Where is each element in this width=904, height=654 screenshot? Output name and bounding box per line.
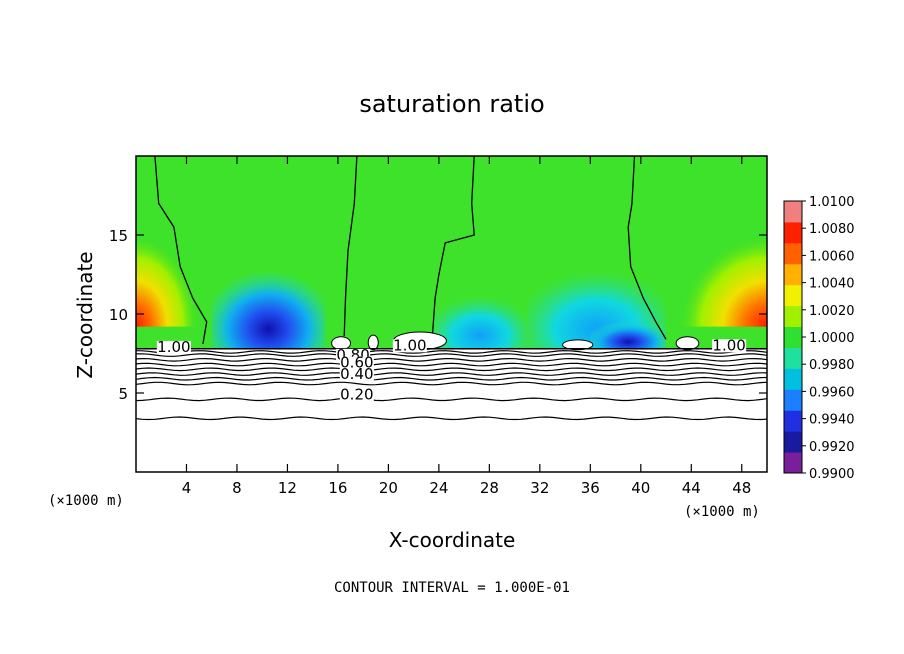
contour-line [136, 376, 767, 381]
contour-label-bg [392, 339, 427, 353]
y-axis-label: Z-coordinate [73, 251, 97, 378]
x-tick-label: 36 [581, 479, 600, 497]
colorbar-label: 0.9960 [809, 385, 855, 400]
colorbar-label: 0.9900 [809, 467, 855, 482]
contour-label: 0.40 [340, 365, 373, 383]
x-axis: 4 8 12 16 20 24 28 32 36 40 44 48 [182, 156, 751, 497]
plot-area [136, 156, 767, 472]
colorbar-segment [784, 305, 802, 328]
x-tick-label: 40 [631, 479, 650, 497]
field-saturated-patch [562, 339, 594, 351]
contour-labels: 1.00 1.00 1.000.800.600.400.20 [156, 336, 747, 403]
field-saturated-patch [367, 334, 379, 351]
x-unit-label: (×1000 m) [48, 493, 124, 509]
x-tick-label: 24 [429, 479, 448, 497]
colorbar-label: 1.0020 [809, 304, 855, 319]
saturation-field [136, 156, 767, 472]
colorbar-label: 1.0040 [809, 277, 855, 292]
contour-label-bg [339, 367, 374, 381]
x-axis-label: X-coordinate [389, 528, 516, 552]
x-tick-label: 16 [328, 479, 347, 497]
contour-line [136, 357, 767, 362]
contour-line [136, 416, 767, 421]
colorbar-segment [784, 284, 802, 307]
y-axis: 5 10 15 [109, 227, 767, 403]
field-warm-right [678, 235, 767, 327]
field-cool-plume-2 [432, 282, 528, 349]
colorbar-label: 1.0000 [809, 331, 855, 346]
x-tick-label: 44 [682, 479, 701, 497]
contour-label-bg [156, 340, 191, 354]
contour-line [627, 156, 667, 340]
colorbar-segment [784, 347, 802, 369]
colorbar-label: 0.9980 [809, 358, 855, 373]
colorbar-label: 0.9920 [809, 440, 855, 455]
colorbar-label: 1.0060 [809, 249, 855, 264]
contour-label-bg [339, 356, 374, 370]
field-subsaturated-region [136, 348, 767, 472]
contour-line [136, 350, 767, 354]
contour-label: 0.60 [340, 354, 373, 372]
colorbar-segment [784, 242, 802, 265]
colorbar-label: 1.0100 [809, 195, 855, 210]
chart-title: saturation ratio [359, 90, 544, 118]
contour-line [343, 156, 358, 337]
colorbar-segment [784, 221, 802, 244]
contour-label: 1.00 [393, 336, 426, 354]
colorbar-segment [784, 410, 802, 432]
x-tick-label: 12 [278, 479, 297, 497]
colorbar-segment [784, 389, 802, 411]
field-saturated-patch [675, 336, 700, 351]
x-tick-label: 20 [379, 479, 398, 497]
contour-line [136, 367, 767, 372]
x-tick-label: 4 [182, 479, 192, 497]
colorbar-segment [784, 368, 802, 390]
contour-line [136, 353, 767, 357]
contour-line [136, 372, 767, 376]
contour-line [431, 156, 475, 334]
contour-label: 1.00 [712, 336, 745, 354]
colorbar-segment [784, 326, 802, 348]
contour-line [136, 397, 767, 402]
x-tick-label: 48 [732, 479, 751, 497]
x-tick-label: 28 [480, 479, 499, 497]
colorbar-label: 0.9940 [809, 413, 855, 428]
colorbar-segment [784, 263, 802, 286]
contour-label: 1.00 [157, 338, 190, 356]
field-warm-left [136, 235, 200, 327]
colorbar-segment [784, 431, 802, 453]
contour-lines [136, 156, 767, 421]
contour-line [136, 362, 767, 367]
colorbar-segment [784, 452, 802, 474]
x-tick-label: 32 [530, 479, 549, 497]
contour-interval-text: CONTOUR INTERVAL = 1.000E-01 [334, 580, 570, 596]
field-cool-plume-1 [211, 250, 326, 349]
y-tick-label: 5 [118, 385, 128, 403]
x-tick-label: 8 [232, 479, 242, 497]
contour-label-bg [339, 388, 374, 402]
field-cool-plume-4 [590, 314, 667, 349]
y-tick-label: 15 [109, 227, 128, 245]
colorbar-segment [784, 201, 802, 223]
contour-label: 0.20 [340, 385, 373, 403]
contour-line [154, 156, 208, 345]
contour-line [136, 381, 767, 386]
x-unit-label-right: (×1000 m) [684, 504, 760, 520]
colorbar: 1.0100 1.0080 1.0060 1.0040 1.0020 1.0000 0.99… [783, 195, 855, 482]
colorbar-label: 1.0080 [809, 222, 855, 237]
contour-label-bg [712, 339, 747, 353]
y-tick-label: 10 [109, 306, 128, 324]
